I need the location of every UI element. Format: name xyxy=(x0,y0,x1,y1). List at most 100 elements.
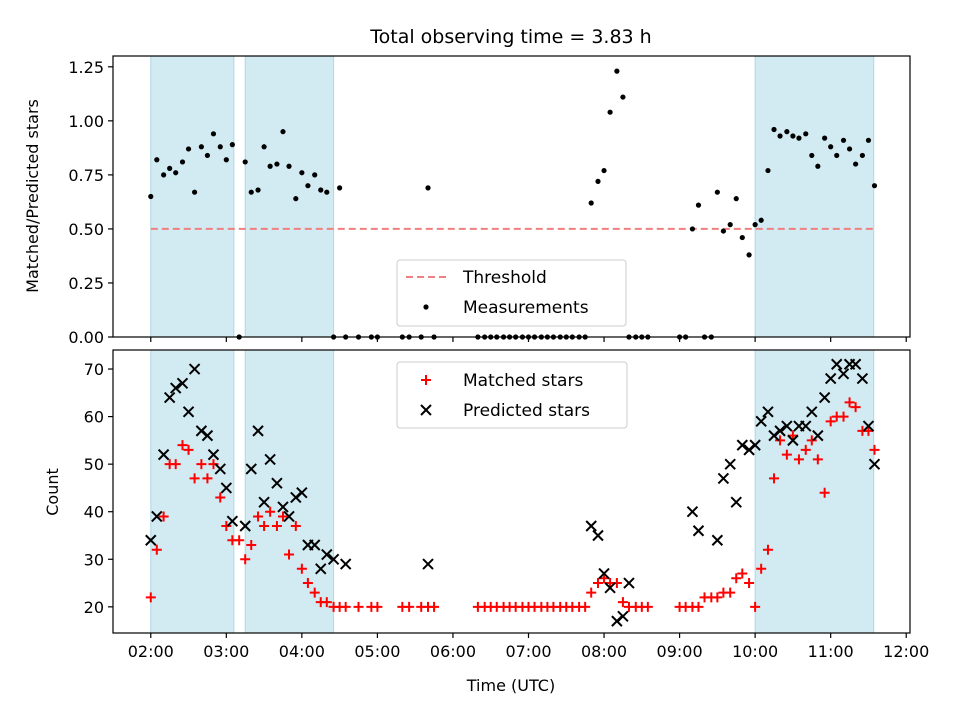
predicted-point xyxy=(592,529,604,542)
bottom-axes: 20 30 40 50 60 70 02:00 03:00 04:00 05:00 06:00 07:… xyxy=(84,349,929,661)
matched-point xyxy=(580,601,591,612)
matched-point xyxy=(353,601,364,612)
predicted-point xyxy=(339,558,352,570)
matched-point xyxy=(196,459,207,470)
matched-point xyxy=(221,520,232,531)
predicted-point xyxy=(207,448,220,461)
predicted-point xyxy=(692,525,705,537)
matched-point xyxy=(586,587,597,598)
measurement-point xyxy=(425,185,431,191)
measurement-point xyxy=(796,135,802,141)
predicted-point xyxy=(736,439,748,451)
matched-point xyxy=(693,601,704,612)
top-legend: Threshold Measurements xyxy=(396,259,627,327)
y-tick-label: 60 xyxy=(84,408,104,427)
predicted-point xyxy=(711,534,724,546)
matched-point xyxy=(712,592,723,603)
measurement-point xyxy=(191,189,198,195)
predicted-point xyxy=(824,372,837,385)
measurement-point xyxy=(280,129,286,135)
matched-point xyxy=(592,578,603,589)
matched-point xyxy=(340,601,351,612)
matched-point xyxy=(296,563,307,574)
measurement-point xyxy=(809,152,815,159)
measurement-point xyxy=(293,196,299,202)
measurement-point xyxy=(173,170,179,176)
predicted-point xyxy=(201,429,214,442)
y-tick-label: 40 xyxy=(84,503,104,522)
measurement-point xyxy=(607,109,613,115)
matched-point xyxy=(240,554,251,565)
predicted-point xyxy=(818,391,831,404)
matched-point xyxy=(819,487,830,498)
measurement-point xyxy=(853,161,859,167)
measurement-point xyxy=(720,228,727,234)
y-tick-label: 0.50 xyxy=(68,220,104,239)
matched-point xyxy=(284,549,295,560)
predicted-point xyxy=(856,372,869,385)
matched-point xyxy=(825,416,836,427)
measurement-point xyxy=(727,222,733,228)
predicted-point xyxy=(787,434,799,447)
x-tick-label: 12:00 xyxy=(883,642,929,661)
bottom-y-axis-label: Count xyxy=(43,468,62,516)
predicted-point xyxy=(188,363,201,375)
matched-point xyxy=(177,440,188,451)
x-tick-label: 07:00 xyxy=(505,642,551,661)
matched-point xyxy=(246,540,257,551)
predicted-point xyxy=(327,553,340,565)
predicted-point xyxy=(806,406,818,418)
matched-point xyxy=(145,592,156,603)
x-tick-label: 08:00 xyxy=(581,642,627,661)
predicted-point xyxy=(220,482,233,494)
matched-point xyxy=(850,402,861,413)
measurement-point xyxy=(223,157,229,163)
measurement-point xyxy=(229,142,235,148)
predicted-point xyxy=(239,520,251,532)
legend-matched-label: Matched stars xyxy=(463,371,583,391)
measurement-point xyxy=(752,222,758,228)
measurement-point xyxy=(695,202,702,208)
measurement-point xyxy=(588,200,594,206)
x-tick-label: 03:00 xyxy=(203,642,249,661)
matched-point xyxy=(617,597,628,608)
top-axes: 0.00 0.25 0.50 0.75 1.00 1.25 xyxy=(68,55,911,347)
measurement-point xyxy=(261,144,267,150)
legend-predicted-swatch xyxy=(420,404,432,416)
shaded-region-2 xyxy=(754,349,875,634)
predicted-point xyxy=(271,477,283,489)
predicted-point xyxy=(321,548,333,561)
predicted-point xyxy=(214,463,226,475)
measurement-point xyxy=(777,133,783,139)
predicted-point xyxy=(182,406,195,418)
shaded-region-1 xyxy=(244,349,335,634)
measurement-point xyxy=(267,163,273,169)
matched-point xyxy=(737,568,748,579)
matched-point xyxy=(202,473,213,484)
matched-point xyxy=(806,435,817,446)
measurement-point xyxy=(148,193,154,200)
y-tick-label: 50 xyxy=(84,455,104,474)
matched-point xyxy=(321,597,332,608)
measurement-point xyxy=(620,94,626,100)
matched-point xyxy=(372,601,383,612)
x-tick-label: 06:00 xyxy=(430,642,476,661)
predicted-point xyxy=(862,420,875,432)
matched-point xyxy=(265,506,276,517)
measurement-point xyxy=(758,217,764,223)
predicted-point xyxy=(831,358,843,370)
measurement-point xyxy=(204,152,211,159)
measurement-point xyxy=(167,165,173,171)
matched-point xyxy=(793,454,804,465)
predicted-point xyxy=(849,358,862,370)
measurement-point xyxy=(790,133,796,139)
predicted-point xyxy=(837,368,850,380)
measurement-point xyxy=(846,146,853,152)
predicted-point xyxy=(724,458,736,470)
matched-point xyxy=(725,587,736,598)
predicted-point xyxy=(277,501,289,513)
y-tick-label: 0.25 xyxy=(68,274,104,293)
predicted-point xyxy=(781,420,793,432)
predicted-point xyxy=(264,453,276,466)
matched-point xyxy=(642,601,653,612)
